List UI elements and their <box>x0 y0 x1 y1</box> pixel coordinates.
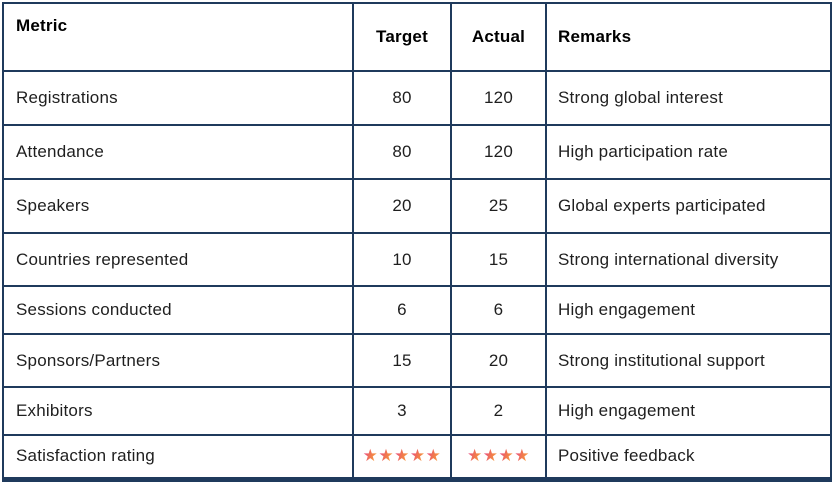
actual-cell: 120 <box>450 70 547 126</box>
actual-cell: 15 <box>450 232 547 287</box>
table-row: Speakers 20 25 Global experts participated <box>2 178 832 234</box>
star-icon: ★ <box>362 446 379 466</box>
target-cell: 80 <box>352 124 452 180</box>
metric-cell: Speakers <box>2 178 354 234</box>
table-body: Registrations 80 120 Strong global interest… <box>2 70 832 480</box>
metric-cell: Satisfaction rating <box>2 434 354 480</box>
target-cell: 80 <box>352 70 452 126</box>
metric-cell: Countries represented <box>2 232 354 287</box>
star-icon: ★ <box>425 446 442 466</box>
metric-cell: Attendance <box>2 124 354 180</box>
remarks-cell: High engagement <box>545 386 832 436</box>
actual-cell: 20 <box>450 333 547 388</box>
target-cell: ★★★★★ <box>352 434 452 480</box>
remarks-cell: Global experts participated <box>545 178 832 234</box>
metric-cell: Registrations <box>2 70 354 126</box>
target-cell: 6 <box>352 285 452 335</box>
table-row: Exhibitors 3 2 High engagement <box>2 386 832 436</box>
metric-cell: Sessions conducted <box>2 285 354 335</box>
target-star-rating: ★★★★★ <box>363 446 442 466</box>
column-header-actual: Actual <box>450 2 547 72</box>
remarks-cell: Strong institutional support <box>545 333 832 388</box>
actual-cell: 120 <box>450 124 547 180</box>
target-cell: 3 <box>352 386 452 436</box>
table-row: Satisfaction rating ★★★★★ ★★★★ Positive fee… <box>2 434 832 480</box>
actual-cell: 6 <box>450 285 547 335</box>
table-row: Sessions conducted 6 6 High engagement <box>2 285 832 335</box>
remarks-cell: High participation rate <box>545 124 832 180</box>
remarks-cell: Positive feedback <box>545 434 832 480</box>
table-row: Sponsors/Partners 15 20 Strong institutiona… <box>2 333 832 388</box>
actual-star-rating: ★★★★ <box>467 446 530 466</box>
star-icon: ★ <box>498 446 515 466</box>
star-icon: ★ <box>378 446 395 466</box>
remarks-cell: Strong global interest <box>545 70 832 126</box>
table-row: Attendance 80 120 High participation rate <box>2 124 832 180</box>
metric-cell: Sponsors/Partners <box>2 333 354 388</box>
actual-cell: ★★★★ <box>450 434 547 480</box>
column-header-metric: Metric <box>2 2 354 72</box>
star-icon: ★ <box>467 446 483 466</box>
table-row: Registrations 80 120 Strong global interest <box>2 70 832 126</box>
actual-cell: 2 <box>450 386 547 436</box>
actual-cell: 25 <box>450 178 547 234</box>
star-icon: ★ <box>482 446 499 466</box>
star-icon: ★ <box>409 446 426 466</box>
table-row: Countries represented 10 15 Strong internat… <box>2 232 832 287</box>
star-icon: ★ <box>394 446 410 466</box>
target-cell: 15 <box>352 333 452 388</box>
remarks-cell: High engagement <box>545 285 832 335</box>
column-header-remarks: Remarks <box>545 2 832 72</box>
header-row: Metric Target Actual Remarks <box>2 2 832 72</box>
table-header: Metric Target Actual Remarks <box>2 2 832 72</box>
column-header-target: Target <box>352 2 452 72</box>
metric-cell: Exhibitors <box>2 386 354 436</box>
star-icon: ★ <box>514 446 530 466</box>
remarks-cell: Strong international diversity <box>545 232 832 287</box>
target-cell: 20 <box>352 178 452 234</box>
target-cell: 10 <box>352 232 452 287</box>
